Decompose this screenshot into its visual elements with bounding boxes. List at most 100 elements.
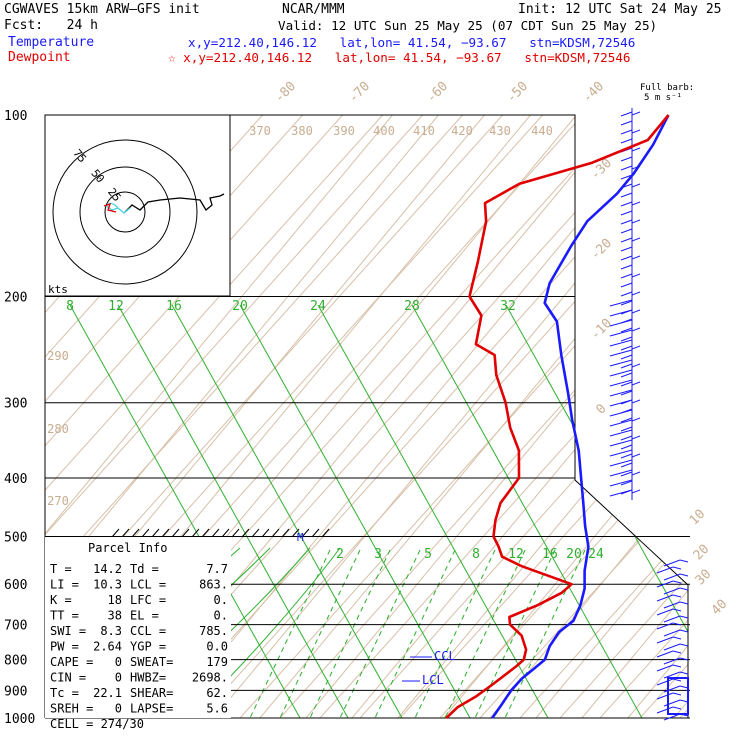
pressure-tick-label: 500 (4, 530, 27, 545)
dry-adiabat-line (159, 115, 688, 718)
level-tick-mark (321, 528, 330, 538)
wind-barb (620, 201, 633, 207)
wind-barb-flag (631, 111, 641, 116)
dry-adiabat-line (45, 115, 688, 718)
wind-barb-flag (631, 147, 641, 152)
hodograph-trace-red (103, 202, 117, 213)
temperature-profile-line (491, 114, 670, 719)
level-tick-mark (211, 528, 220, 538)
wind-barb-lower (609, 409, 633, 417)
mixing-ratio-label: 16 (166, 299, 182, 314)
wind-barb-low-flag (679, 615, 689, 619)
wind-barb (620, 426, 633, 432)
mixing-ratio-label: 16 (542, 547, 558, 562)
isotherm-tick-label: 10 (687, 507, 709, 529)
dry-adiabat-line (119, 115, 688, 718)
wind-barb-low (656, 566, 674, 574)
theta-tick-label: 280 (47, 422, 69, 436)
wind-barb-flag (631, 201, 641, 206)
wind-barb-cluster (667, 677, 689, 715)
mixing-ratio-line (117, 304, 349, 718)
dry-adiabat-line (239, 115, 688, 718)
parcel-param-value: 18 (108, 593, 122, 607)
isotherm-line (213, 115, 688, 718)
wind-barb (620, 453, 633, 459)
mixing-ratio-label: 8 (472, 547, 480, 562)
pressure-tick-label: 800 (4, 654, 27, 669)
wind-barb-lower (609, 469, 633, 477)
valid-time: Valid: 12 UTC Sun 25 May 25 (07 CDT Sun … (278, 18, 658, 33)
wind-barb-low-flag (672, 608, 682, 612)
wind-barb-lower (609, 459, 633, 467)
wind-barb (620, 282, 633, 288)
parcel-param-value: 14.2 (93, 562, 122, 576)
dry-adiabat-line (199, 115, 688, 718)
barb-legend-unit: 5 m s⁻¹ (644, 93, 682, 103)
wind-barb (620, 327, 633, 333)
wind-barb (620, 300, 633, 306)
isotherm-tick-label: -50 (504, 79, 531, 106)
parcel-param-name: CIN = (50, 671, 86, 685)
wind-barb (620, 462, 633, 468)
wind-barb-low (656, 594, 674, 602)
isotherm-tick-label: -60 (424, 79, 451, 106)
moist-adiabat-line (444, 549, 526, 718)
dry-adiabat-line (45, 115, 688, 718)
theta-tick-label: 270 (47, 494, 69, 508)
isotherm-tick-label: -20 (588, 236, 615, 263)
wind-barb-low (656, 650, 674, 658)
level-tick-mark (221, 528, 230, 538)
wind-barb (620, 363, 633, 369)
level-tick-mark (291, 528, 300, 538)
wind-barb-lower (609, 319, 633, 327)
level-tick-mark (171, 528, 180, 538)
wind-barb-low (656, 608, 674, 616)
wind-barb-low (663, 699, 681, 707)
wind-barb-low-flag (679, 629, 689, 633)
pressure-tick-label: 1000 (4, 712, 35, 727)
isotherm-line (45, 115, 439, 718)
parcel-param-value: 7.7 (206, 562, 228, 576)
wind-barb-lower (609, 349, 633, 357)
parcel-param-name: T = (50, 562, 72, 576)
parcel-param-name: Td = (130, 562, 159, 576)
isotherm-line (489, 115, 688, 718)
parcel-param-name: K = (50, 593, 72, 607)
mixing-ratio-line (317, 304, 549, 718)
wind-barb-flag (631, 417, 641, 422)
dry-adiabat-line (319, 115, 688, 718)
parcel-param-name: CAPE = (50, 655, 93, 669)
wind-barb (620, 219, 633, 225)
wind-barb (620, 120, 633, 126)
model-title: CGWAVES 15km ARW–GFS init (4, 2, 200, 17)
m-marker-label: M (297, 531, 304, 544)
wind-barb-flag (631, 399, 641, 404)
hodograph-ring (79, 166, 171, 258)
hodograph-unit-label: kts (48, 283, 68, 296)
wind-barb (620, 192, 633, 198)
parcel-param-name: YGP = (130, 640, 166, 654)
parcel-param-value: 62. (206, 686, 228, 700)
level-tick-mark (251, 528, 260, 538)
isotherm-tick-label: -70 (346, 79, 373, 106)
theta-tick-label: 440 (531, 124, 553, 138)
parcel-param-name: LFC = (130, 593, 166, 607)
parcel-param-name: CCL = (130, 624, 166, 638)
wind-barb (620, 435, 633, 441)
mixing-ratio-label: 12 (108, 299, 124, 314)
parcel-param-value: 38 (108, 609, 122, 623)
wind-barb-low-flag (679, 657, 689, 661)
wind-barb-lower (609, 359, 633, 367)
wind-barb-low-flag (679, 559, 689, 563)
wind-barb-low-flag (679, 587, 689, 591)
parcel-param-value: 0 (115, 655, 122, 669)
wind-barb (620, 228, 633, 234)
wind-barb-flag (631, 255, 641, 260)
theta-tick-label: 390 (333, 124, 355, 138)
wind-barb-low-flag (672, 664, 682, 668)
dry-adiabat-line (359, 115, 688, 718)
isotherm-tick-label: -10 (588, 316, 615, 343)
wind-barb-lower (609, 299, 633, 307)
parcel-param-name: SREH = (50, 702, 93, 716)
theta-tick-label: 370 (249, 124, 271, 138)
